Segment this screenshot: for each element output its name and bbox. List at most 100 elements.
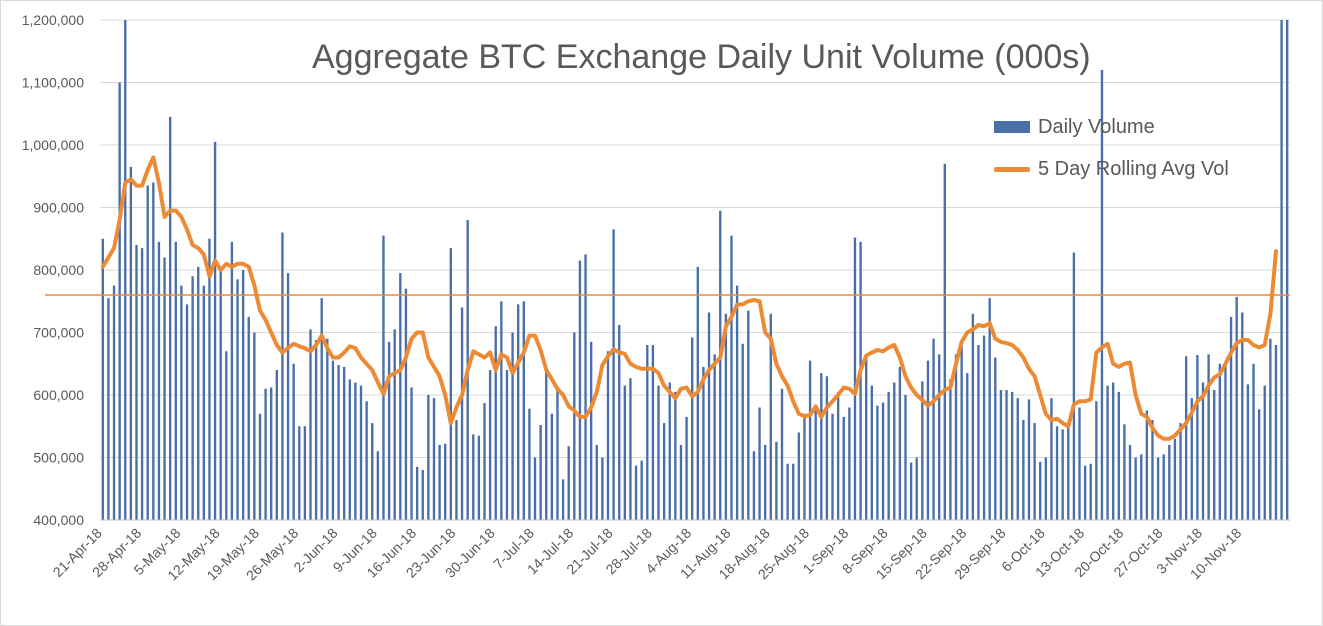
bar bbox=[1263, 385, 1266, 520]
bar bbox=[612, 229, 615, 520]
y-tick-label: 500,000 bbox=[33, 450, 84, 466]
bar bbox=[1241, 312, 1244, 520]
bar bbox=[460, 307, 464, 520]
bar bbox=[1027, 399, 1031, 520]
bar bbox=[112, 285, 116, 520]
bar-series bbox=[101, 20, 1289, 520]
bar bbox=[1246, 384, 1250, 520]
bar bbox=[444, 443, 447, 520]
legend-label: 5 Day Rolling Avg Vol bbox=[1038, 157, 1229, 180]
bar bbox=[348, 379, 351, 520]
bar bbox=[286, 273, 290, 520]
bar bbox=[421, 470, 424, 520]
bar bbox=[898, 366, 902, 520]
bar bbox=[1134, 457, 1137, 520]
y-tick-label: 400,000 bbox=[33, 512, 84, 528]
bar bbox=[124, 20, 127, 520]
bar bbox=[264, 388, 267, 520]
bar bbox=[966, 373, 969, 520]
bar bbox=[820, 373, 823, 520]
y-tick-label: 800,000 bbox=[33, 262, 84, 278]
bar bbox=[1184, 356, 1188, 520]
bar bbox=[320, 298, 323, 520]
bar bbox=[640, 460, 643, 520]
bar bbox=[152, 182, 155, 520]
bar bbox=[1145, 410, 1149, 520]
bar bbox=[1117, 391, 1120, 520]
bar bbox=[517, 304, 520, 520]
bar bbox=[584, 254, 587, 520]
bar bbox=[657, 385, 660, 520]
bar bbox=[1123, 424, 1126, 520]
bar bbox=[292, 363, 295, 520]
bar bbox=[932, 338, 935, 520]
bar bbox=[870, 385, 873, 520]
chart-title: Aggregate BTC Exchange Daily Unit Volume… bbox=[312, 38, 1091, 76]
bar bbox=[225, 351, 228, 520]
bar bbox=[1128, 445, 1132, 520]
bar bbox=[275, 370, 278, 520]
bar bbox=[915, 457, 918, 520]
bar bbox=[876, 405, 879, 520]
bar bbox=[427, 395, 430, 520]
bar bbox=[539, 425, 542, 520]
bar bbox=[921, 381, 924, 520]
bar bbox=[1201, 382, 1205, 520]
bar bbox=[949, 379, 952, 520]
bar bbox=[180, 285, 183, 520]
bar bbox=[859, 241, 862, 520]
bar bbox=[595, 445, 598, 520]
bar bbox=[393, 329, 396, 520]
bar bbox=[163, 257, 166, 520]
bar bbox=[937, 354, 941, 520]
line-series bbox=[100, 155, 1278, 441]
bar bbox=[634, 465, 638, 520]
bar bbox=[853, 237, 857, 520]
bar bbox=[472, 434, 475, 520]
bar bbox=[814, 410, 817, 520]
bar bbox=[101, 238, 104, 520]
bar bbox=[999, 390, 1003, 520]
bar bbox=[1005, 390, 1008, 520]
bar bbox=[797, 432, 801, 520]
y-tick-label: 1,200,000 bbox=[22, 12, 84, 28]
gridlines bbox=[100, 19, 1290, 521]
bar bbox=[848, 407, 851, 520]
bar bbox=[1078, 407, 1081, 520]
bar bbox=[1095, 401, 1098, 520]
bar bbox=[309, 329, 312, 520]
bar bbox=[1055, 426, 1059, 520]
bar bbox=[578, 260, 582, 520]
bar bbox=[662, 423, 666, 520]
bar bbox=[792, 463, 795, 520]
bar bbox=[668, 382, 671, 520]
bar bbox=[342, 366, 346, 520]
y-tick-labels: 400,000 500,000 600,000 700,000 800,000 900,0… bbox=[22, 12, 85, 528]
bar bbox=[1089, 463, 1092, 520]
bar bbox=[747, 310, 750, 520]
bar bbox=[629, 378, 632, 520]
bar bbox=[135, 245, 138, 520]
bar bbox=[337, 365, 340, 520]
bar bbox=[174, 241, 177, 520]
bar bbox=[909, 462, 913, 520]
bar bbox=[1067, 426, 1070, 520]
y-tick-label: 600,000 bbox=[33, 387, 84, 403]
bar bbox=[326, 338, 329, 520]
bar bbox=[679, 445, 683, 520]
bar bbox=[1196, 355, 1199, 520]
bar bbox=[960, 341, 963, 520]
bar bbox=[314, 340, 318, 520]
rolling-avg-line bbox=[100, 155, 1278, 441]
bar bbox=[1179, 423, 1182, 520]
bar bbox=[1033, 423, 1036, 520]
bar bbox=[1022, 420, 1025, 520]
bar bbox=[1173, 438, 1177, 520]
bar bbox=[763, 445, 767, 520]
bar bbox=[247, 316, 250, 520]
bar bbox=[707, 312, 711, 520]
bar bbox=[500, 301, 503, 520]
bar bbox=[1218, 363, 1222, 520]
bar bbox=[808, 360, 812, 520]
